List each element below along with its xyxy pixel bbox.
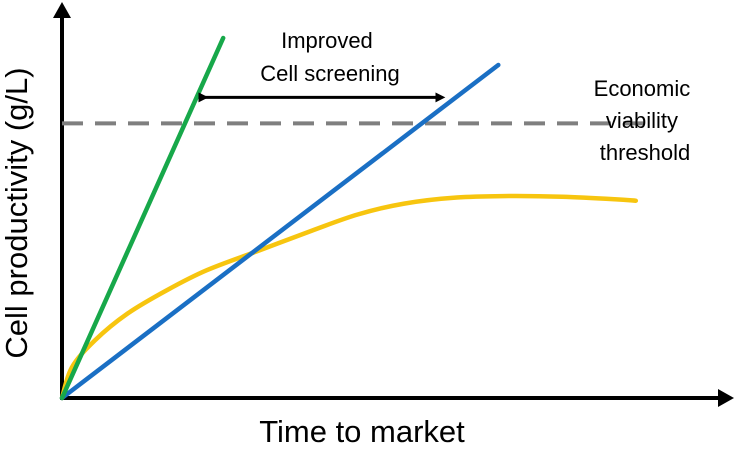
y-axis-title: Cell productivity (g/L) [0,67,34,358]
series-line-green [59,35,226,401]
x-axis-arrow-icon [718,389,734,407]
series-line-blue [59,62,501,401]
improvement-label-line-1: Improved [281,28,373,53]
improvement-label: Improved Cell screening [260,28,399,86]
series-line-yellow [59,193,639,401]
threshold-label: Economic viability threshold [594,76,697,165]
y-axis-arrow-icon [53,2,71,18]
threshold-label-line-3: threshold [600,140,691,165]
threshold-label-line-1: Economic [594,76,691,101]
x-axis-title: Time to market [259,414,465,449]
improvement-label-line-2: Cell screening [260,61,399,86]
threshold-label-line-2: viability [606,108,678,133]
